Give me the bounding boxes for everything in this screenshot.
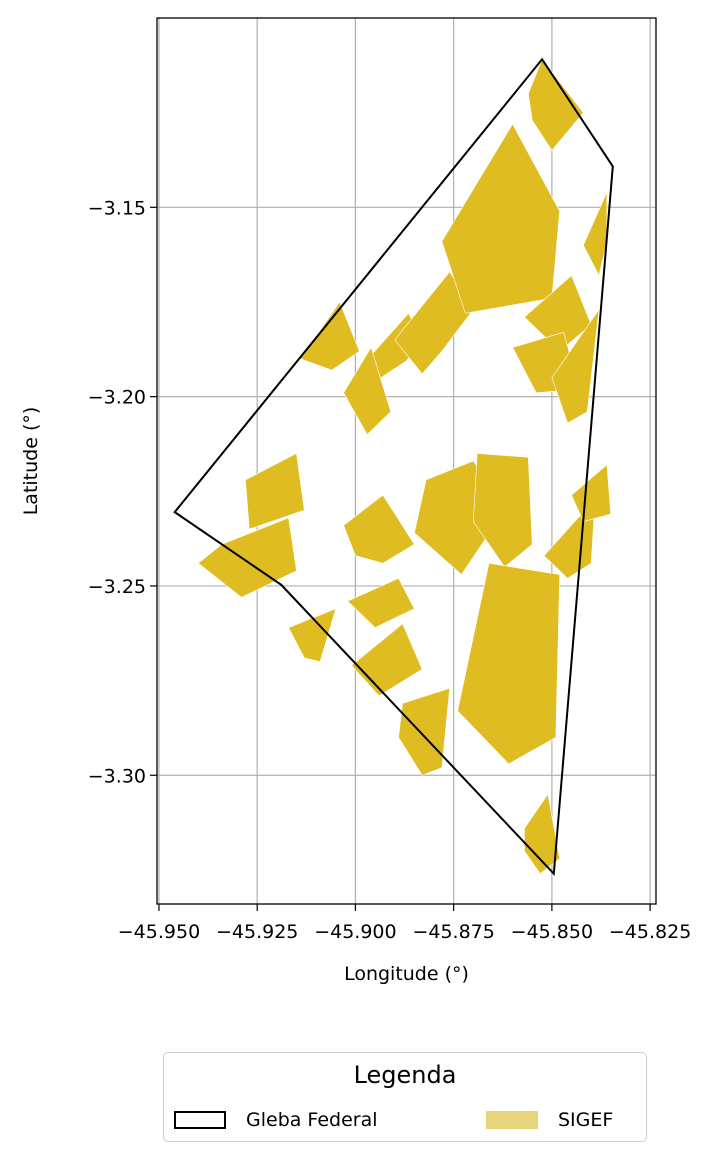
sigef-parcel bbox=[343, 346, 392, 435]
x-tick-label: −45.825 bbox=[609, 921, 691, 943]
sigef-parcel bbox=[299, 301, 360, 371]
legend: Legenda Gleba Federal SIGEF bbox=[163, 1052, 647, 1142]
legend-label-sigef: SIGEF bbox=[558, 1109, 614, 1131]
legend-title: Legenda bbox=[353, 1061, 457, 1089]
axes-frame bbox=[156, 17, 657, 905]
y-tick-label: −3.20 bbox=[88, 387, 146, 409]
sigef-parcel bbox=[524, 793, 561, 875]
sigef-parcel bbox=[582, 192, 608, 277]
sigef-parcel bbox=[398, 687, 451, 776]
sigef-parcel bbox=[343, 494, 415, 564]
sigef-parcel bbox=[288, 608, 337, 663]
map-plot: −45.950 −45.925 −45.900 −45.875 −45.850 −45.8… bbox=[20, 17, 692, 985]
sigef-parcel bbox=[551, 309, 600, 424]
sigef-parcel bbox=[394, 271, 474, 375]
axis-ticks: −45.950 −45.925 −45.900 −45.875 −45.850 −45.8… bbox=[88, 197, 692, 943]
y-tick-label: −3.25 bbox=[88, 576, 146, 598]
y-tick-label: −3.30 bbox=[88, 765, 146, 787]
legend-label-gleba-federal: Gleba Federal bbox=[246, 1109, 378, 1131]
x-tick-label: −45.875 bbox=[412, 921, 494, 943]
gleba-federal-boundary bbox=[173, 57, 614, 877]
gridlines bbox=[157, 18, 656, 904]
sigef-parcels bbox=[197, 58, 612, 875]
sigef-parcel bbox=[351, 623, 423, 697]
y-axis-label: Latitude (°) bbox=[20, 407, 42, 516]
sigef-parcel bbox=[472, 453, 533, 568]
sigef-parcel bbox=[441, 123, 561, 314]
sigef-parcel bbox=[571, 464, 612, 522]
sigef-swatch bbox=[486, 1111, 538, 1129]
x-axis-label: Longitude (°) bbox=[344, 963, 469, 985]
legend-item-sigef: SIGEF bbox=[486, 1107, 613, 1133]
sigef-parcel bbox=[245, 452, 305, 530]
sigef-parcel bbox=[347, 578, 415, 628]
gleba-federal-swatch bbox=[174, 1111, 226, 1129]
x-tick-label: −45.850 bbox=[511, 921, 593, 943]
x-tick-label: −45.900 bbox=[314, 921, 396, 943]
sigef-parcel bbox=[457, 562, 561, 765]
legend-item-gleba-federal: Gleba Federal bbox=[174, 1107, 378, 1133]
x-tick-label: −45.925 bbox=[216, 921, 298, 943]
gleba-federal-polygon bbox=[173, 57, 614, 877]
sigef-parcel bbox=[527, 58, 584, 152]
y-tick-label: −3.15 bbox=[88, 197, 146, 219]
x-tick-label: −45.950 bbox=[118, 921, 200, 943]
